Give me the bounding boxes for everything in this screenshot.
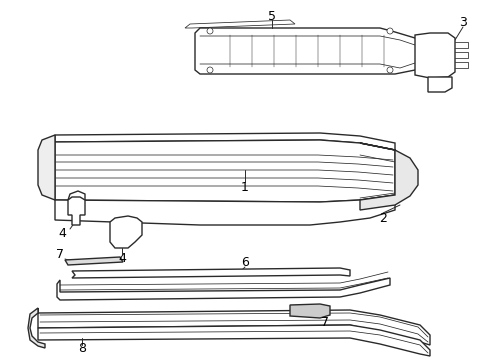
Polygon shape <box>38 325 430 356</box>
Polygon shape <box>38 135 55 200</box>
Circle shape <box>387 67 393 73</box>
Polygon shape <box>55 133 395 150</box>
Text: 2: 2 <box>379 212 387 225</box>
Text: 4: 4 <box>118 252 126 265</box>
Polygon shape <box>38 308 430 345</box>
Text: 1: 1 <box>241 180 249 194</box>
Text: 8: 8 <box>78 342 86 356</box>
Polygon shape <box>72 268 350 278</box>
Polygon shape <box>195 28 420 74</box>
Circle shape <box>387 28 393 34</box>
Polygon shape <box>428 77 452 92</box>
Polygon shape <box>57 278 390 300</box>
Polygon shape <box>185 20 295 28</box>
Text: 3: 3 <box>459 15 467 28</box>
Polygon shape <box>415 33 455 78</box>
Circle shape <box>207 28 213 34</box>
Polygon shape <box>65 257 123 265</box>
Polygon shape <box>110 216 142 248</box>
Polygon shape <box>360 143 418 210</box>
Text: 6: 6 <box>241 256 249 270</box>
Text: 4: 4 <box>58 226 66 239</box>
Polygon shape <box>290 304 330 318</box>
Text: 7: 7 <box>321 316 329 329</box>
Polygon shape <box>55 195 395 225</box>
Polygon shape <box>55 140 395 202</box>
Text: 5: 5 <box>268 9 276 23</box>
Circle shape <box>207 67 213 73</box>
Polygon shape <box>28 308 45 348</box>
Polygon shape <box>68 197 85 225</box>
Text: 7: 7 <box>56 248 64 261</box>
